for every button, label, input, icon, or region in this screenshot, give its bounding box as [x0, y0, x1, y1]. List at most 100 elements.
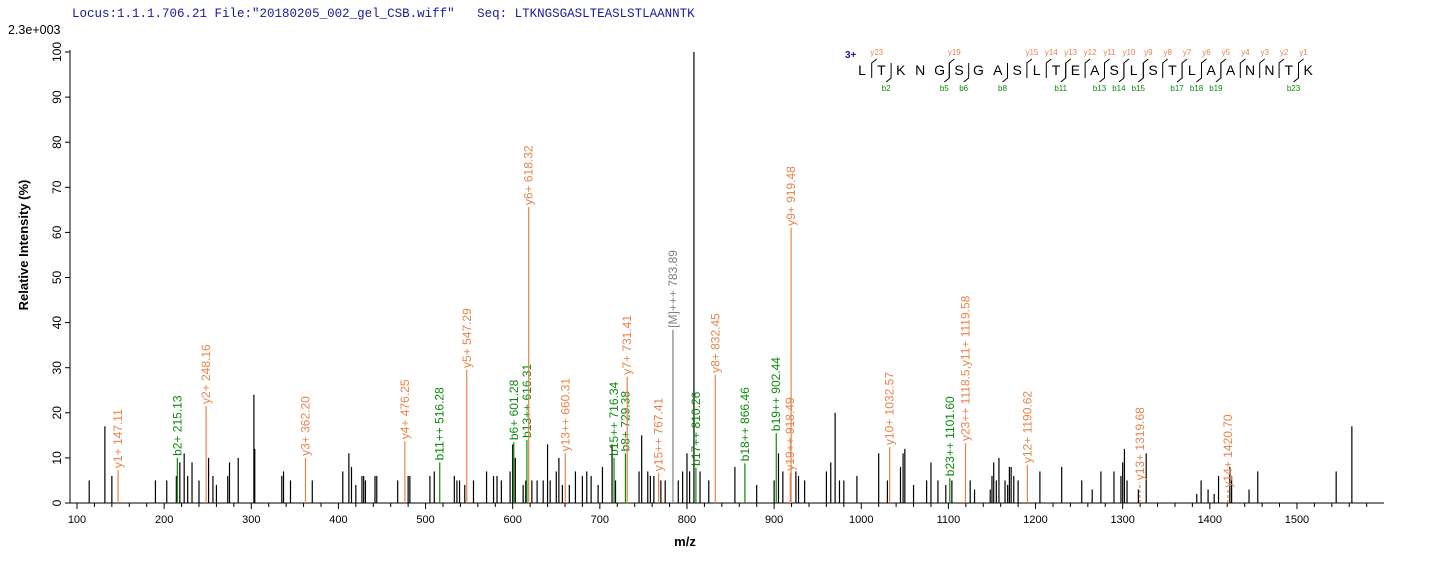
- y-ion-label: y15: [1025, 48, 1038, 57]
- residue: A: [993, 62, 1003, 78]
- y-ion-label: y7: [1183, 48, 1192, 57]
- peak-label: b11++ 516.28: [433, 387, 447, 461]
- x-tick-label: 1400: [1198, 514, 1222, 526]
- b-ion-label: b5: [940, 84, 949, 93]
- residue: L: [1188, 62, 1196, 78]
- peak-label: y5+ 547.29: [460, 308, 474, 368]
- peak-label: b17++ 810.26: [689, 391, 703, 465]
- peak-label: y13+ 1319.68: [1133, 407, 1147, 480]
- x-tick-label: 800: [678, 514, 696, 526]
- y-ion-bracket: [1026, 58, 1033, 78]
- b-ion-bracket: [1215, 63, 1222, 83]
- peak-label: b2+ 215.13: [170, 395, 184, 456]
- y-ion-label: y10: [1122, 48, 1135, 57]
- locus: Locus:1.1.1.706.21: [72, 7, 208, 21]
- peak-label: b8+ 729.38: [618, 391, 632, 452]
- x-tick-label: 1000: [849, 514, 873, 526]
- y-ion-label: y14: [1045, 48, 1058, 57]
- residue: S: [1148, 62, 1157, 78]
- y-ion-label: y3: [1260, 48, 1269, 57]
- y-ion-bracket: [871, 58, 878, 78]
- b-ion-bracket: [1099, 63, 1105, 83]
- y-tick-label: 20: [50, 406, 64, 420]
- y-tick-label: 70: [50, 180, 64, 194]
- residue: S: [1110, 62, 1119, 78]
- residue: A: [1207, 62, 1217, 78]
- y-tick-label: 100: [50, 42, 64, 62]
- b-ion-bracket: [1137, 63, 1144, 83]
- b-ion-label: b6: [959, 84, 968, 93]
- y-axis-label: Relative Intensity (%): [16, 180, 31, 311]
- residue: G: [973, 62, 984, 78]
- y-ion-bracket: [1084, 58, 1091, 78]
- residue: K: [1304, 62, 1314, 78]
- peak-label: y10+ 1032.57: [883, 372, 897, 445]
- residue: K: [896, 62, 906, 78]
- peak-label: y3+ 362.20: [298, 396, 312, 456]
- b-ion-label: b11: [1054, 84, 1067, 93]
- peak-label: y19++ 918.49: [783, 397, 797, 471]
- y-ion-label: y4: [1241, 48, 1250, 57]
- b-ion-label: b15: [1132, 84, 1146, 93]
- peak-label: y1+ 147.11: [111, 409, 125, 468]
- y-tick-label: 30: [50, 361, 64, 375]
- residue: N: [1264, 62, 1274, 78]
- y-ion-bracket: [1181, 58, 1188, 78]
- y-tick-label: 50: [50, 271, 64, 285]
- y-ion-bracket: [1045, 58, 1052, 78]
- peak-label: y12+ 1190.62: [1020, 391, 1034, 464]
- b-ion-bracket: [1118, 63, 1125, 83]
- peak-label: y7+ 731.41: [620, 315, 634, 375]
- peak-label: b6+ 601.28: [507, 379, 521, 440]
- y-ion-label: y6: [1202, 48, 1211, 57]
- b-ion-bracket: [1060, 63, 1067, 83]
- residue: N: [915, 62, 925, 78]
- seq-label: Seq:: [477, 7, 508, 21]
- x-tick-label: 100: [68, 514, 86, 526]
- y-ion-bracket: [1123, 58, 1130, 78]
- residue: A: [1090, 62, 1100, 78]
- peak-label: y4+ 476.25: [398, 379, 412, 439]
- residue: L: [858, 62, 866, 78]
- peak-label: y8+ 832.45: [708, 313, 722, 373]
- peak-label: b19++ 902.44: [769, 357, 783, 431]
- b-ion-label: b17: [1170, 84, 1184, 93]
- y-ion-label: y1: [1299, 48, 1308, 57]
- b-ion-bracket: [1002, 63, 1008, 83]
- b-ion-bracket: [1176, 63, 1183, 83]
- x-tick-label: 1200: [1023, 514, 1047, 526]
- b-ion-label: b14: [1112, 84, 1126, 93]
- y-ion-bracket: [1162, 58, 1169, 78]
- file-name: File:"20180205_002_gel_CSB.wiff": [214, 7, 455, 21]
- y-ion-bracket: [1239, 58, 1246, 78]
- y-ion-label: y5: [1222, 48, 1231, 57]
- y-tick-label: 80: [50, 135, 64, 149]
- y-tick-label: 90: [50, 90, 64, 104]
- charge-state: 3+: [845, 50, 857, 61]
- residue: A: [1226, 62, 1236, 78]
- b-ion-bracket: [1293, 63, 1299, 83]
- b-ion-label: b13: [1093, 84, 1107, 93]
- y-ion-label: y9: [1144, 48, 1153, 57]
- b-ion-bracket: [963, 63, 970, 83]
- x-tick-label: 1100: [937, 514, 961, 526]
- x-tick-label: 700: [591, 514, 609, 526]
- residue: T: [877, 62, 886, 78]
- residue: N: [1245, 62, 1255, 78]
- residue: L: [1033, 62, 1041, 78]
- peak-label: b18++ 866.46: [738, 387, 752, 461]
- y-tick-label: 60: [50, 225, 64, 239]
- b-ion-label: b8: [998, 84, 1007, 93]
- b-ion-bracket: [885, 63, 892, 83]
- peak-label: y23++ 1118.5,y11+ 1119.58: [958, 295, 972, 441]
- peak-label: b23++ 1101.60: [943, 396, 957, 476]
- residue: T: [1285, 62, 1294, 78]
- b-ion-label: b19: [1209, 84, 1223, 93]
- y-ion-label: y13: [1064, 48, 1077, 57]
- y-ion-bracket: [1278, 58, 1285, 78]
- y-ion-label: y8: [1163, 48, 1172, 57]
- y-ion-label: y11: [1103, 48, 1116, 57]
- peak-label: y9+ 919.48: [784, 166, 798, 226]
- x-tick-label: 200: [155, 514, 173, 526]
